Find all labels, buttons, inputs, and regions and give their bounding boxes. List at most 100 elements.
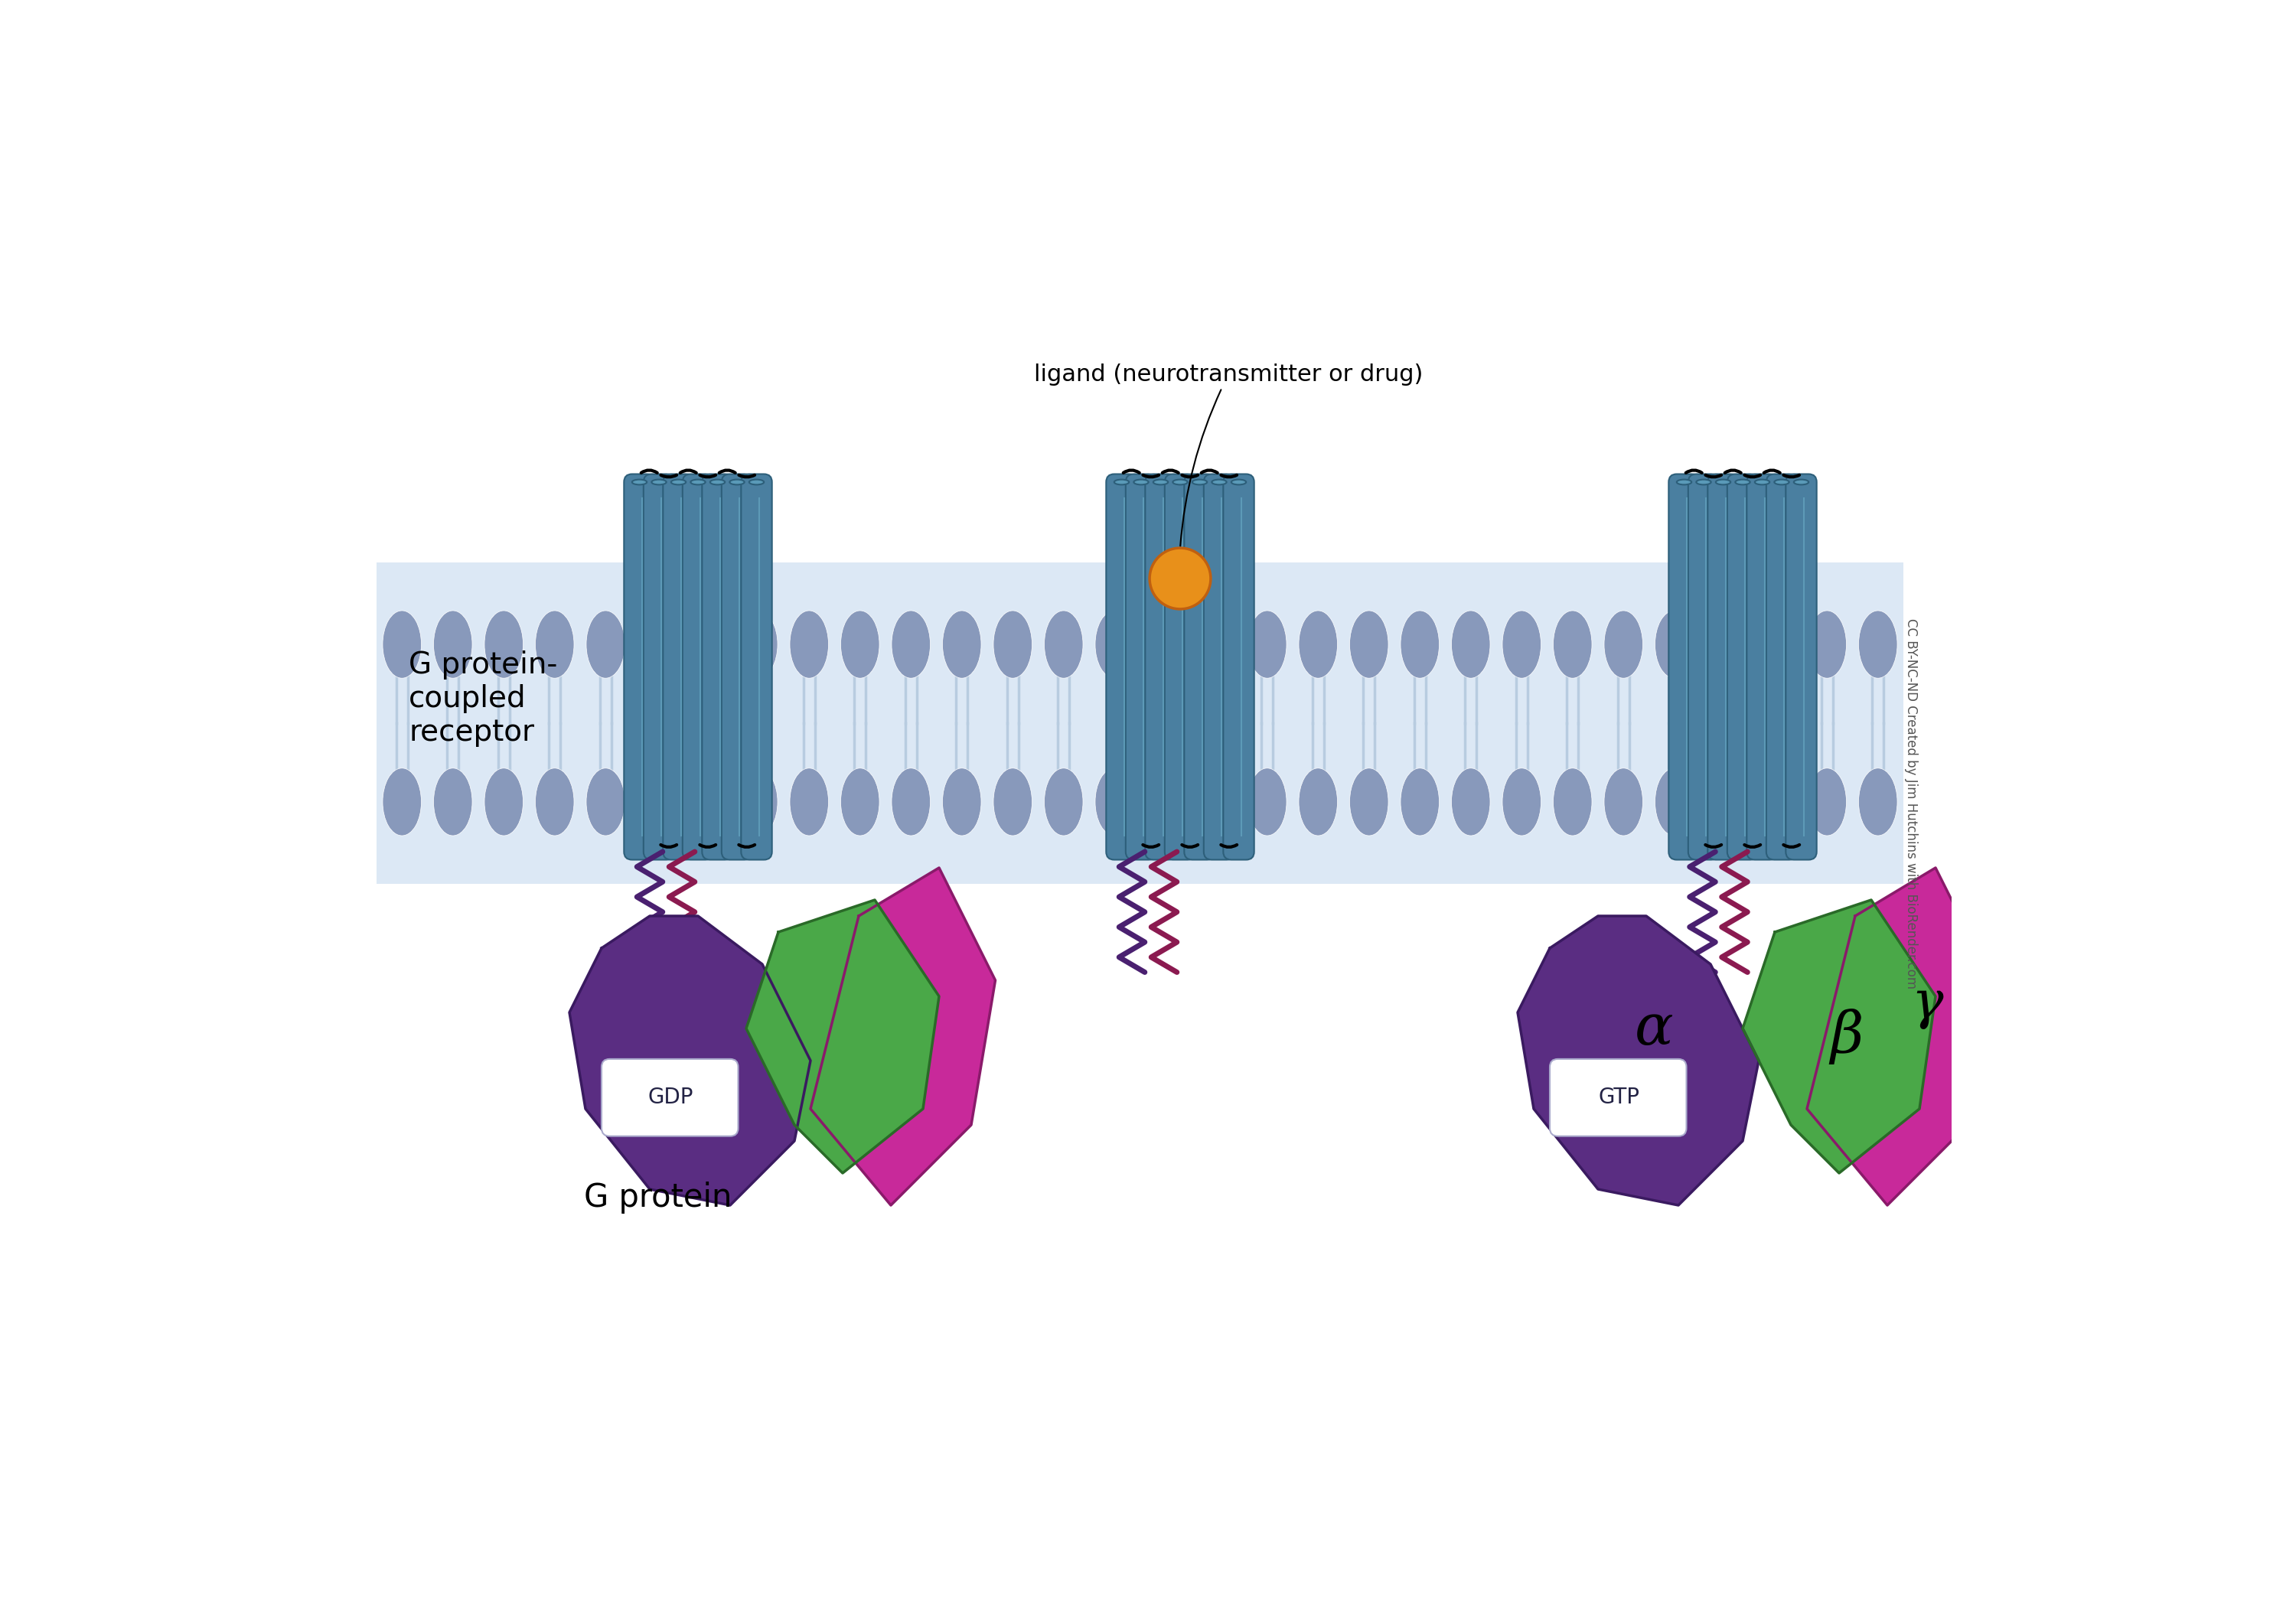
Ellipse shape [652, 479, 666, 485]
Ellipse shape [535, 768, 574, 836]
Ellipse shape [891, 768, 930, 836]
FancyBboxPatch shape [1164, 474, 1196, 860]
FancyBboxPatch shape [1727, 474, 1759, 860]
Ellipse shape [1552, 611, 1591, 678]
Ellipse shape [1736, 479, 1750, 485]
FancyBboxPatch shape [664, 474, 693, 860]
Ellipse shape [1754, 479, 1770, 485]
Ellipse shape [1756, 611, 1795, 678]
Text: γ: γ [1913, 979, 1942, 1030]
Polygon shape [377, 562, 1903, 884]
Ellipse shape [1146, 768, 1185, 836]
Ellipse shape [739, 768, 778, 836]
Ellipse shape [1196, 611, 1235, 678]
Ellipse shape [585, 611, 625, 678]
FancyBboxPatch shape [1747, 474, 1777, 860]
Ellipse shape [1807, 611, 1846, 678]
FancyBboxPatch shape [1786, 474, 1816, 860]
Ellipse shape [484, 768, 523, 836]
Ellipse shape [1775, 479, 1789, 485]
FancyBboxPatch shape [1669, 474, 1699, 860]
Ellipse shape [1697, 479, 1711, 485]
Ellipse shape [1502, 768, 1541, 836]
Ellipse shape [1502, 611, 1541, 678]
FancyBboxPatch shape [1224, 474, 1254, 860]
Ellipse shape [585, 768, 625, 836]
FancyBboxPatch shape [1766, 474, 1798, 860]
Ellipse shape [1451, 768, 1490, 836]
Ellipse shape [1401, 768, 1440, 836]
Ellipse shape [891, 611, 930, 678]
Ellipse shape [1655, 768, 1694, 836]
Ellipse shape [1655, 611, 1694, 678]
Ellipse shape [994, 768, 1033, 836]
Ellipse shape [1451, 611, 1490, 678]
Ellipse shape [434, 768, 473, 836]
Ellipse shape [1146, 611, 1185, 678]
Ellipse shape [1706, 611, 1745, 678]
Ellipse shape [1350, 768, 1389, 836]
Ellipse shape [1247, 611, 1286, 678]
Text: G protein-
coupled
receptor: G protein- coupled receptor [409, 651, 558, 747]
Ellipse shape [1676, 479, 1692, 485]
Ellipse shape [790, 768, 829, 836]
Text: ligand (neurotransmitter or drug): ligand (neurotransmitter or drug) [1033, 363, 1424, 546]
FancyBboxPatch shape [602, 1059, 739, 1136]
Ellipse shape [1045, 611, 1084, 678]
Ellipse shape [1173, 479, 1187, 485]
Ellipse shape [484, 611, 523, 678]
Ellipse shape [1300, 768, 1339, 836]
FancyBboxPatch shape [1688, 474, 1720, 860]
Ellipse shape [790, 611, 829, 678]
Ellipse shape [689, 768, 728, 836]
FancyBboxPatch shape [742, 474, 771, 860]
Polygon shape [810, 868, 996, 1205]
Ellipse shape [1212, 479, 1226, 485]
Ellipse shape [1045, 768, 1084, 836]
FancyBboxPatch shape [1185, 474, 1215, 860]
FancyBboxPatch shape [1708, 474, 1738, 860]
Ellipse shape [535, 611, 574, 678]
Ellipse shape [739, 611, 778, 678]
Ellipse shape [1793, 479, 1809, 485]
Ellipse shape [1153, 479, 1169, 485]
Ellipse shape [1134, 479, 1148, 485]
Ellipse shape [1401, 611, 1440, 678]
Ellipse shape [941, 768, 980, 836]
Ellipse shape [1605, 768, 1644, 836]
FancyBboxPatch shape [643, 474, 675, 860]
Polygon shape [1807, 868, 1991, 1205]
Ellipse shape [941, 611, 980, 678]
FancyBboxPatch shape [682, 474, 714, 860]
Ellipse shape [636, 768, 675, 836]
Ellipse shape [691, 479, 705, 485]
Text: α: α [1635, 1001, 1674, 1056]
FancyBboxPatch shape [625, 474, 654, 860]
Ellipse shape [689, 611, 728, 678]
Ellipse shape [1807, 768, 1846, 836]
FancyBboxPatch shape [1203, 474, 1235, 860]
Text: GTP: GTP [1598, 1086, 1639, 1109]
Ellipse shape [1095, 611, 1134, 678]
Ellipse shape [748, 479, 765, 485]
Ellipse shape [1605, 611, 1644, 678]
Ellipse shape [1300, 611, 1339, 678]
Ellipse shape [1150, 548, 1210, 609]
Polygon shape [1518, 916, 1759, 1205]
Ellipse shape [631, 479, 647, 485]
Text: GDP: GDP [647, 1086, 693, 1109]
Ellipse shape [840, 768, 879, 836]
Text: β: β [1830, 1009, 1864, 1064]
Ellipse shape [1857, 611, 1896, 678]
Ellipse shape [1231, 479, 1247, 485]
Polygon shape [377, 579, 1903, 868]
Polygon shape [746, 900, 939, 1173]
Ellipse shape [1247, 768, 1286, 836]
Ellipse shape [1350, 611, 1389, 678]
Ellipse shape [1095, 768, 1134, 836]
Ellipse shape [1756, 768, 1795, 836]
Ellipse shape [730, 479, 744, 485]
FancyBboxPatch shape [721, 474, 753, 860]
Ellipse shape [670, 479, 687, 485]
FancyBboxPatch shape [703, 474, 732, 860]
